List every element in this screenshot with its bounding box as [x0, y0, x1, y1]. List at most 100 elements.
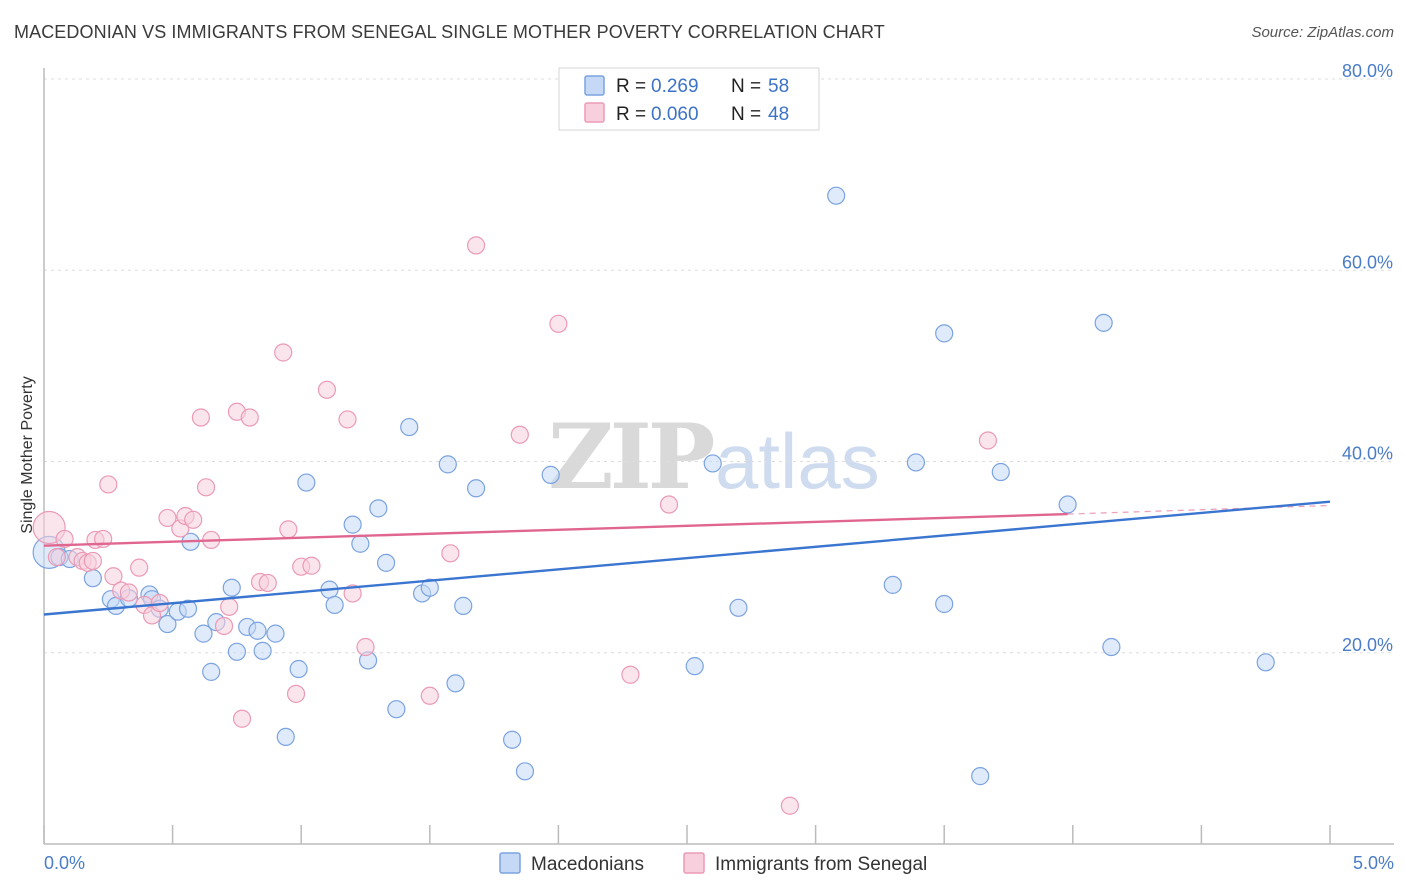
watermark: ZIP atlas [548, 404, 880, 510]
point-s0-3 [83, 569, 102, 588]
point-s0-36 [420, 578, 439, 597]
point-s0-43 [541, 465, 560, 484]
bottom-legend-swatch-senegal [683, 852, 705, 874]
x-tick-labels: 0.0% 5.0% [44, 853, 1394, 873]
point-s0-53 [991, 462, 1010, 482]
legend-n-label-1: N = [731, 76, 761, 97]
point-s0-37 [438, 455, 457, 474]
point-s0-12 [178, 599, 198, 618]
point-s1-38 [343, 584, 362, 603]
point-s1-30 [258, 573, 277, 593]
point-s0-49 [906, 453, 926, 472]
legend-n-value-1: 58 [768, 76, 789, 97]
point-s0-41 [503, 730, 522, 749]
point-s0-32 [376, 553, 396, 572]
trend-line-0 [43, 500, 1331, 616]
point-s0-20 [248, 621, 267, 640]
point-s1-36 [317, 380, 337, 399]
legend-swatch-macedonians [584, 75, 605, 96]
x-tick-label-max: 5.0% [1353, 853, 1394, 873]
point-s1-1 [47, 548, 66, 567]
point-s0-51 [935, 324, 954, 343]
point-s0-57 [1256, 653, 1275, 672]
point-s1-25 [220, 597, 239, 616]
point-s0-34 [400, 417, 419, 437]
point-s0-46 [729, 598, 748, 617]
point-s0-33 [387, 700, 406, 719]
gridlines [44, 78, 1394, 654]
point-s0-17 [222, 578, 241, 597]
axes [43, 68, 1394, 845]
point-s0-39 [454, 596, 473, 615]
point-s0-55 [1094, 313, 1113, 332]
point-s1-12 [119, 583, 138, 602]
legend-top: R = 0.269 N = 58 R = 0.060 N = 48 [558, 67, 820, 131]
point-s0-14 [194, 624, 213, 643]
watermark-zip: ZIP [548, 404, 714, 510]
point-s0-50 [935, 594, 954, 614]
point-s1-47 [780, 796, 799, 815]
bottom-legend-label-senegal: Immigrants from Senegal [715, 854, 927, 875]
point-s1-27 [232, 709, 252, 728]
point-s0-56 [1102, 637, 1121, 657]
point-s1-48 [978, 431, 998, 450]
point-s1-35 [302, 556, 321, 575]
y-tick-label-1: 60.0% [1342, 252, 1393, 272]
point-s1-20 [184, 510, 203, 529]
point-s0-31 [369, 499, 388, 518]
point-s0-15 [202, 662, 221, 681]
point-s0-40 [466, 479, 486, 498]
point-s1-33 [286, 684, 306, 703]
point-s1-17 [158, 508, 177, 528]
point-s1-43 [510, 425, 529, 444]
legend-n-label-2: N = [731, 104, 761, 125]
point-s1-32 [279, 520, 298, 539]
point-s0-48 [883, 575, 902, 594]
point-s1-10 [104, 567, 123, 586]
legend-r-value-1: 0.269 [651, 76, 699, 97]
point-s0-29 [351, 534, 370, 553]
point-s1-2 [55, 529, 74, 549]
point-s1-24 [214, 616, 234, 636]
y-tick-labels: 80.0% 60.0% 40.0% 20.0% [1342, 61, 1393, 655]
point-s1-13 [130, 558, 149, 577]
series-1-points [32, 236, 998, 815]
y-tick-label-2: 40.0% [1342, 444, 1393, 464]
point-s1-44 [549, 314, 568, 333]
trend-lines [43, 500, 1331, 616]
point-s1-41 [441, 544, 460, 563]
point-s1-21 [191, 408, 210, 427]
y-tick-label-3: 20.0% [1342, 635, 1393, 655]
y-tick-label-0: 80.0% [1342, 61, 1393, 81]
chart-source: Source: ZipAtlas.com [1251, 24, 1394, 41]
point-s1-45 [621, 665, 640, 684]
point-s0-54 [1058, 495, 1077, 514]
point-s0-38 [446, 674, 465, 693]
trend-line-1 [43, 512, 1068, 547]
point-s1-31 [274, 343, 293, 362]
point-s0-24 [289, 659, 308, 679]
point-s1-42 [466, 236, 486, 255]
point-s0-27 [325, 595, 344, 615]
point-s1-6 [83, 551, 102, 571]
chart-title: MACEDONIAN VS IMMIGRANTS FROM SENEGAL SI… [14, 22, 885, 42]
point-s1-37 [338, 410, 357, 429]
point-s0-22 [266, 624, 285, 643]
point-s0-45 [703, 454, 722, 473]
point-s0-42 [515, 762, 535, 781]
legend-r-label-2: R = [616, 104, 646, 125]
point-s1-9 [99, 475, 118, 494]
point-s0-52 [971, 767, 990, 786]
point-s0-28 [343, 515, 362, 534]
legend-r-label-1: R = [616, 76, 646, 97]
bottom-legend-swatch-macedonians [499, 852, 521, 874]
point-s0-47 [827, 186, 846, 205]
point-s0-44 [685, 657, 704, 676]
point-s0-23 [276, 727, 295, 747]
point-s1-40 [420, 686, 439, 705]
legend-n-value-2: 48 [768, 104, 789, 125]
legend-bottom: Macedonians Immigrants from Senegal [499, 852, 927, 875]
point-s1-46 [659, 495, 679, 514]
bottom-legend-label-macedonians: Macedonians [531, 854, 644, 875]
